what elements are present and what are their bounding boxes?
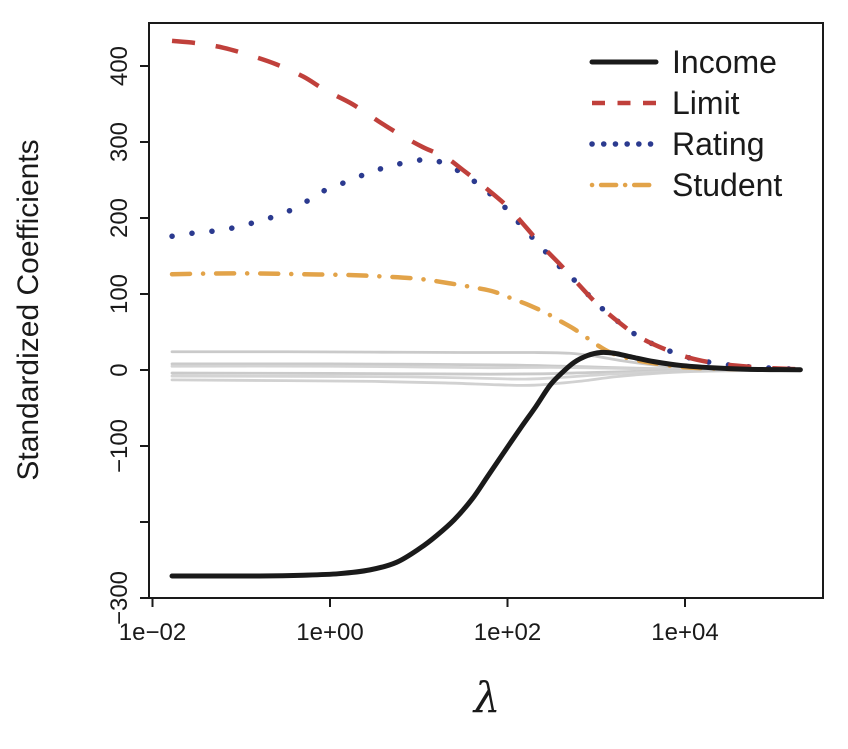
y-tick-label: 0 (106, 363, 133, 376)
y-axis-title: Standardized Coefficients (12, 139, 45, 480)
curve-student (169, 271, 803, 372)
legend-label-rating: Rating (672, 126, 765, 162)
legend-line-samples (589, 59, 659, 188)
y-tick-label: 400 (106, 46, 133, 86)
x-tick-label: 1e+00 (296, 619, 363, 646)
x-tick-label: 1e+02 (474, 619, 541, 646)
main-coefficient-curves (169, 38, 804, 579)
plot-border (148, 22, 824, 599)
legend: Income Limit Rating Student (672, 44, 782, 203)
curve-other-predictor-6 (170, 368, 802, 387)
curve-income (169, 349, 803, 579)
plot-box (148, 22, 824, 599)
x-axis-title: λ (472, 673, 501, 722)
x-tick-label: 1e+04 (651, 619, 718, 646)
y-tick-label: 100 (106, 274, 133, 314)
curve-limit (171, 38, 801, 372)
y-tick-label: 200 (106, 198, 133, 238)
legend-label-limit: Limit (672, 85, 740, 121)
legend-label-income: Income (672, 44, 777, 80)
y-tick-label: −100 (106, 419, 133, 473)
y-tick-label: 300 (106, 122, 133, 162)
curve-rating (169, 156, 804, 372)
x-tick-label: 1e−02 (119, 619, 186, 646)
x-axis-ticks: 1e−02 1e+00 1e+02 1e+04 (119, 598, 719, 646)
y-tick-label: −300 (106, 571, 133, 625)
legend-label-student: Student (672, 167, 782, 203)
y-axis-ticks: 400 300 200 100 0 −100 −300 (106, 46, 149, 625)
